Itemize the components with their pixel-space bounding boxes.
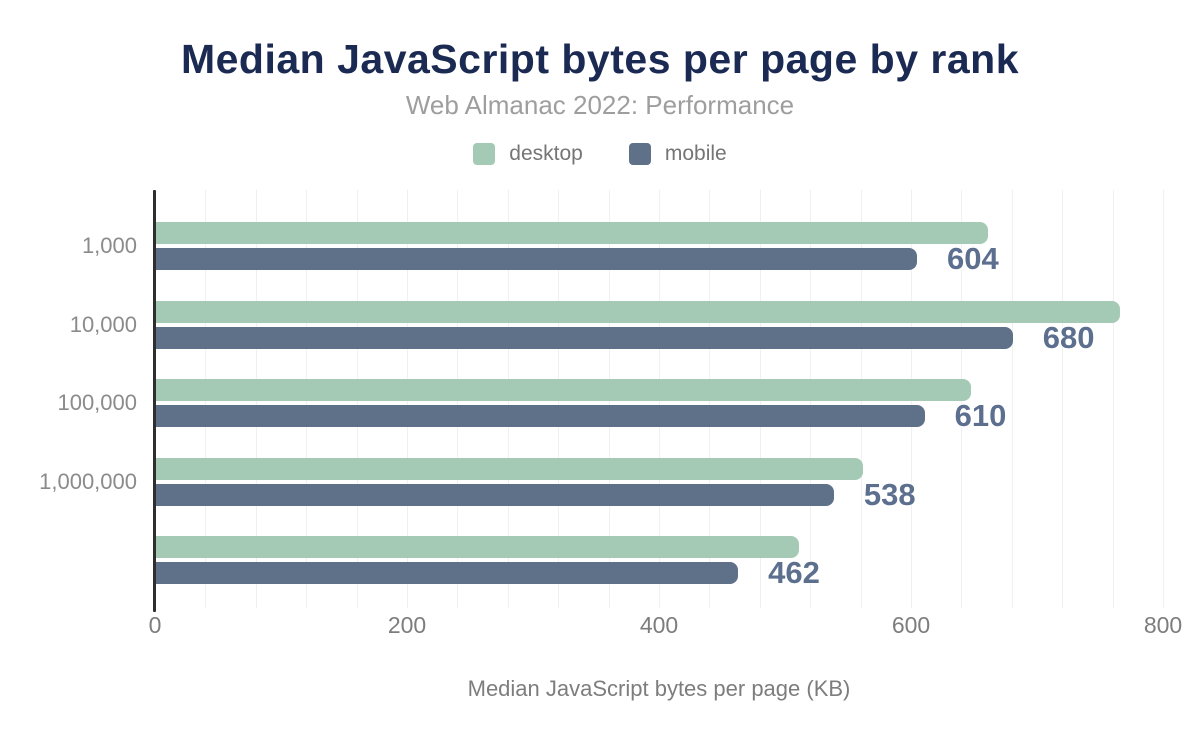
legend-item-desktop: desktop — [473, 142, 583, 166]
legend: desktop mobile — [0, 142, 1200, 166]
bar-desktop — [156, 222, 988, 244]
y-axis-line — [153, 190, 156, 612]
value-label: 538 — [863, 476, 916, 512]
bar-mobile — [156, 248, 918, 270]
x-axis-title: Median JavaScript bytes per page (KB) — [467, 676, 851, 701]
x-axis-tick-label: 0 — [148, 612, 162, 638]
bar-mobile — [156, 562, 739, 584]
bar-desktop — [156, 457, 863, 480]
gridline — [1112, 190, 1114, 608]
legend-label-mobile: mobile — [664, 142, 727, 165]
y-axis-label: 100,000 — [57, 390, 137, 415]
chart-title: Median JavaScript bytes per page by rank — [180, 36, 1020, 82]
mobile-swatch-icon — [628, 143, 651, 165]
x-axis-tick-label: 400 — [639, 612, 679, 638]
value-label: 610 — [954, 398, 1007, 433]
x-axis-tick-label: 800 — [1143, 612, 1183, 638]
bar-desktop — [156, 379, 972, 401]
y-axis-label: 10,000 — [69, 311, 137, 337]
value-label: 462 — [768, 555, 820, 590]
gridline — [1011, 190, 1013, 608]
bar-mobile — [156, 326, 1013, 349]
y-axis-label: 1,000 — [81, 233, 137, 258]
x-axis-tick-label: 600 — [891, 612, 931, 638]
desktop-swatch-icon — [473, 143, 496, 165]
bar-desktop — [156, 536, 799, 558]
chart-subtitle: Web Almanac 2022: Performance — [405, 90, 795, 120]
gridline — [1062, 190, 1064, 608]
value-label: 604 — [947, 241, 999, 276]
value-label: 680 — [1042, 319, 1095, 355]
gridline — [1163, 190, 1164, 608]
y-axis-label: 1,000,000 — [39, 468, 137, 494]
x-axis-tick-label: 200 — [387, 612, 427, 638]
bar-mobile — [156, 483, 834, 506]
legend-label-desktop: desktop — [509, 142, 583, 165]
legend-item-mobile: mobile — [628, 142, 727, 166]
bar-desktop — [156, 300, 1120, 323]
plot-area: 604 680 610 538 462 — [155, 190, 1164, 608]
bar-mobile — [156, 405, 925, 427]
